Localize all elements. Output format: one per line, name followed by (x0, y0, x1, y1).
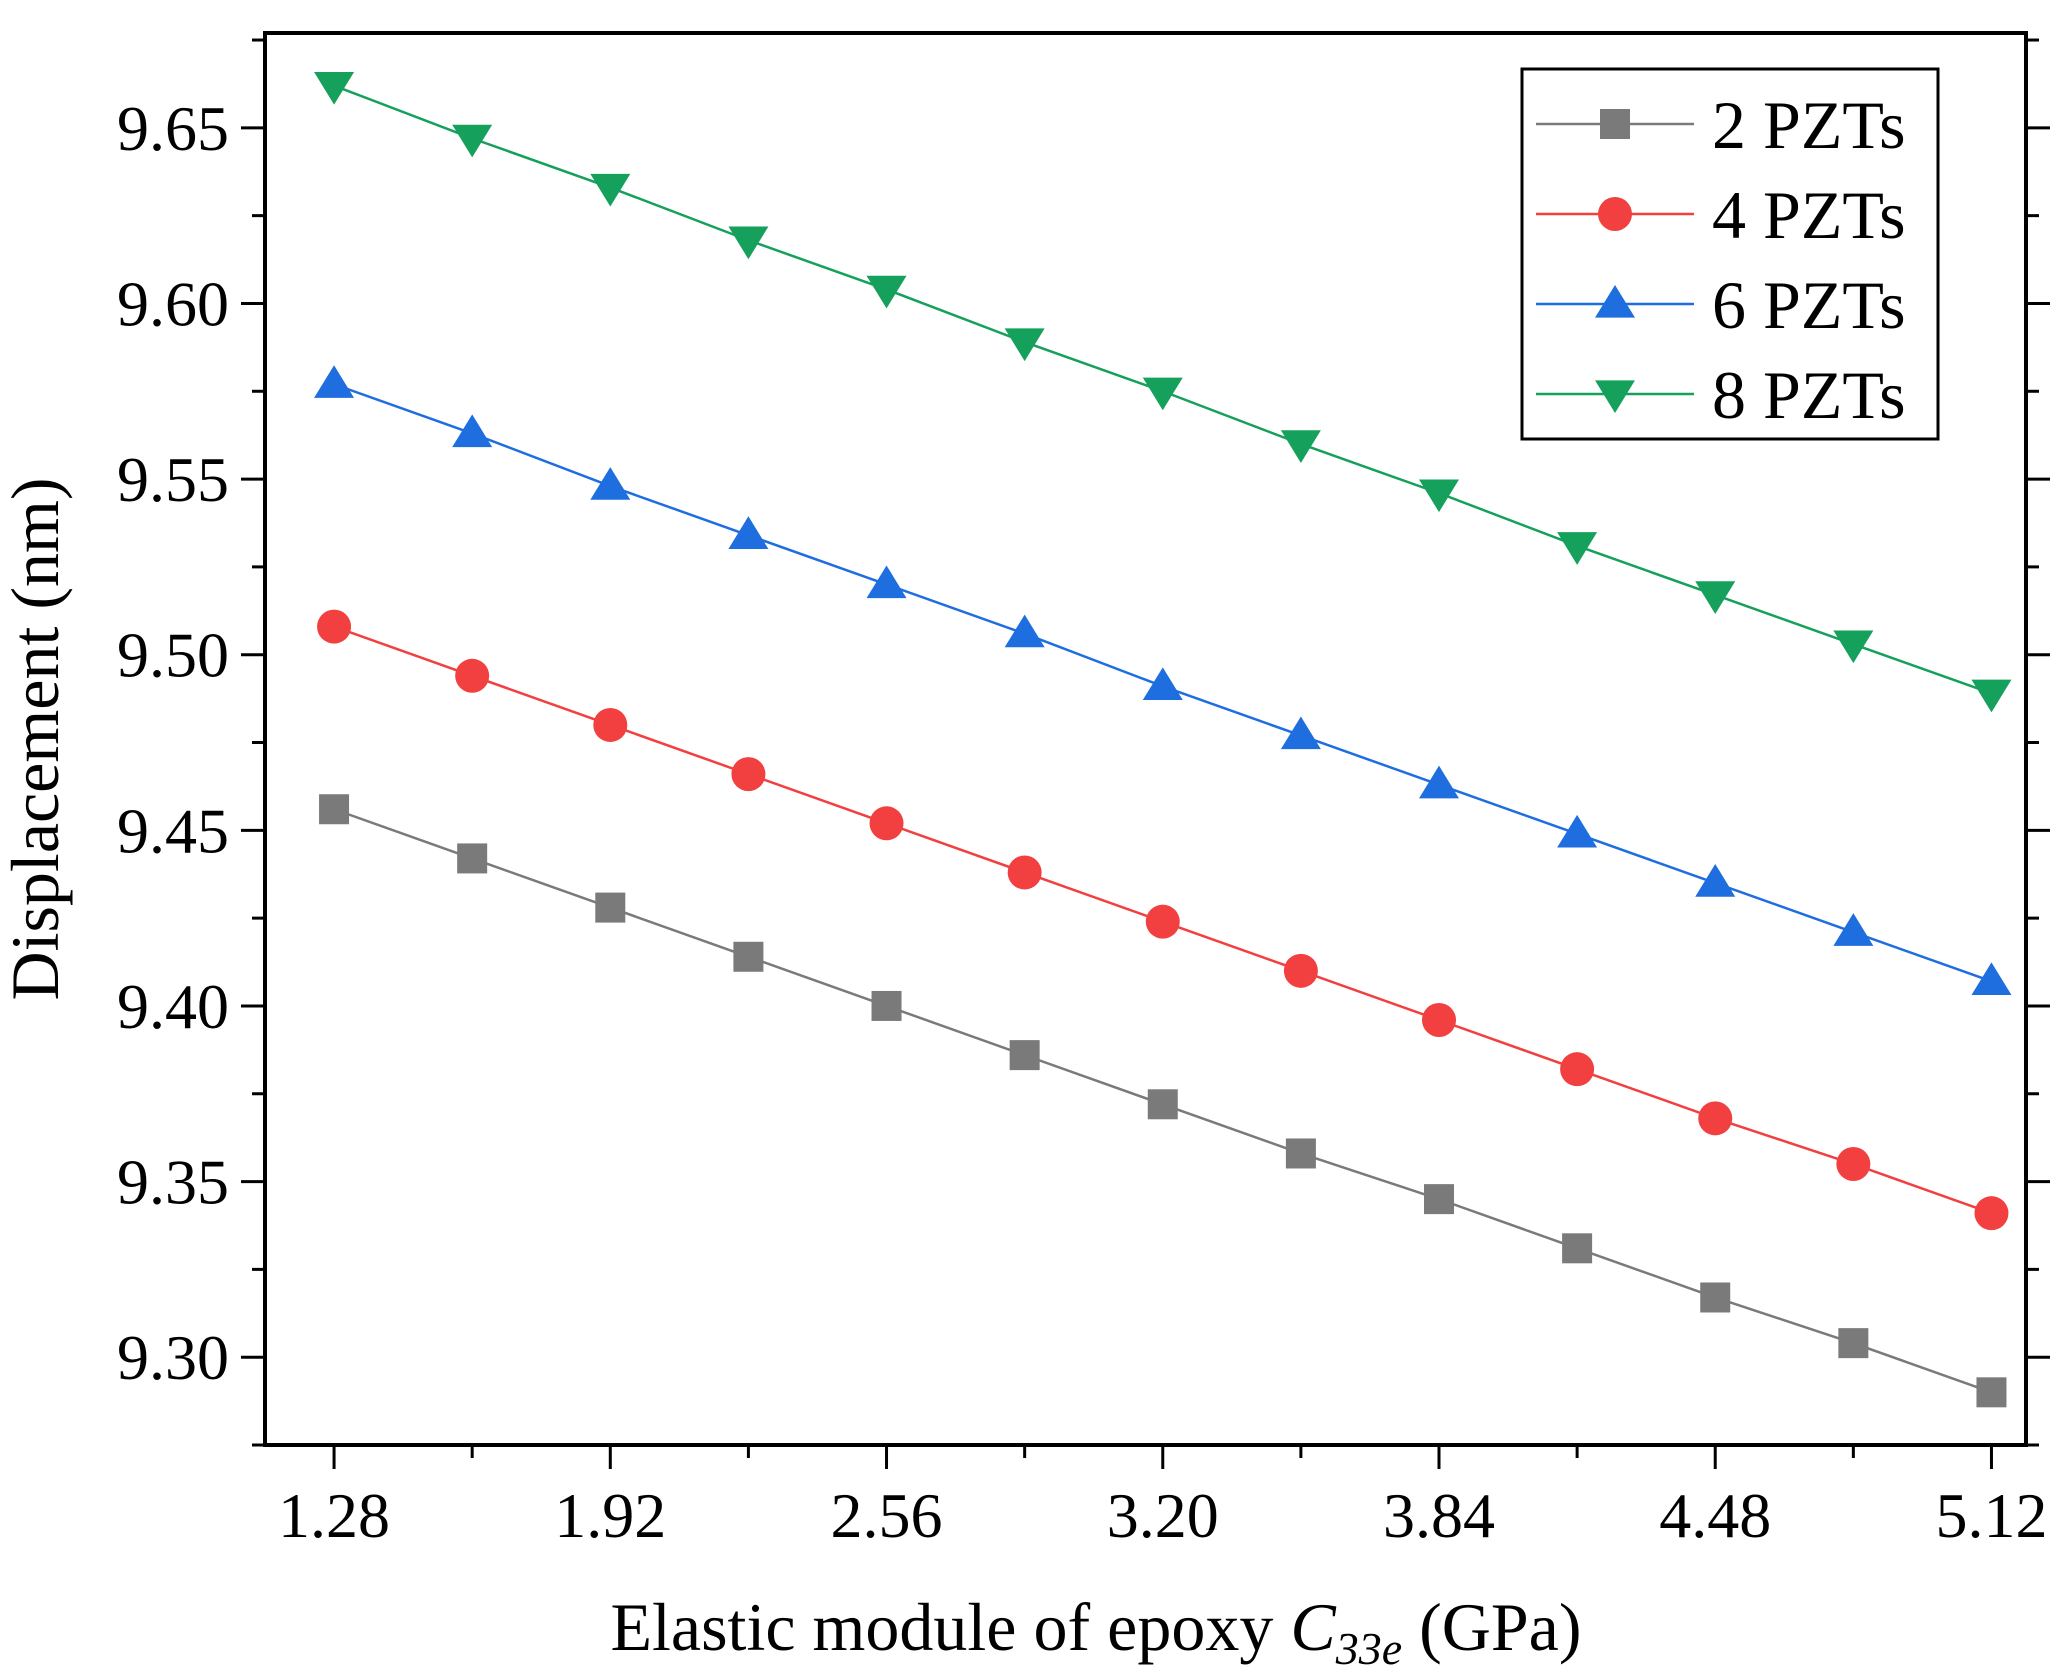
y-tick-label: 9.55 (117, 444, 229, 515)
data-point (590, 467, 631, 500)
y-tick-label: 9.40 (117, 971, 229, 1042)
legend-marker (1595, 285, 1635, 318)
tick-labels: 1.28 1.92 2.56 3.20 3.84 4.48 5.12 9.30 9.35 9.40… (117, 93, 2047, 1551)
legend-marker (1595, 380, 1635, 413)
data-point (1700, 1282, 1731, 1313)
y-tick-label: 9.65 (117, 93, 229, 164)
data-point (314, 365, 355, 398)
data-point (593, 707, 628, 742)
data-point (1419, 765, 1459, 799)
data-point (1009, 1040, 1040, 1071)
y-tick-label: 9.60 (117, 268, 229, 339)
data-point (1557, 532, 1598, 565)
data-point (595, 892, 626, 923)
data-point (1419, 479, 1459, 513)
data-point (1695, 864, 1736, 897)
data-point (1004, 614, 1045, 648)
data-point (866, 565, 907, 599)
legend-label: 8 PZTs (1712, 357, 1906, 433)
data-point (728, 516, 769, 549)
data-point (1971, 679, 2012, 713)
y-tick-label: 9.50 (117, 620, 229, 691)
series-4-pzts (317, 609, 2009, 1231)
legend-marker (1600, 109, 1630, 139)
series-6-pzts (314, 365, 2012, 996)
x-tick-label: 3.20 (1107, 1480, 1219, 1551)
data-point (1836, 1147, 1871, 1182)
data-point (1004, 328, 1045, 362)
y-tick-label: 9.30 (117, 1322, 229, 1393)
x-tick-label: 4.48 (1659, 1480, 1771, 1551)
x-axis-title-prefix: Elastic module of epoxy (610, 1589, 1290, 1665)
axis-ticks (241, 38, 2050, 1469)
x-tick-label: 2.56 (831, 1480, 943, 1551)
data-point (1145, 904, 1180, 939)
data-point (1422, 1002, 1456, 1037)
data-point (1833, 630, 1874, 664)
legend: 2 PZTs 4 PZTs 6 PZTs 8 PZTs (1520, 67, 1940, 441)
data-point (869, 806, 904, 841)
data-point (1976, 1377, 2007, 1408)
y-tick-label: 9.35 (117, 1147, 229, 1218)
data-point (1280, 430, 1321, 463)
data-point (1974, 1196, 2009, 1231)
legend-label: 2 PZTs (1712, 87, 1906, 163)
data-point (733, 941, 764, 972)
legend-label: 4 PZTs (1712, 177, 1906, 253)
data-point (319, 794, 350, 825)
data-point (1142, 377, 1183, 411)
data-point (1285, 1138, 1316, 1169)
series-8-pzts (314, 72, 2012, 713)
data-point (731, 757, 766, 792)
x-axis-title-suffix: (GPa) (1402, 1589, 1581, 1665)
data-point (317, 609, 352, 644)
data-point (1833, 913, 1874, 946)
data-point (314, 72, 355, 105)
data-point (452, 124, 493, 158)
data-point (1007, 855, 1042, 890)
data-point (452, 414, 493, 448)
x-tick-label: 1.28 (278, 1480, 390, 1551)
data-point (1557, 814, 1598, 848)
x-tick-label: 1.92 (554, 1480, 666, 1551)
legend-entry: 6 PZTs (1536, 267, 1906, 343)
data-point (1424, 1184, 1454, 1215)
legend-marker (1598, 197, 1632, 231)
x-axis-title-symbol: C (1290, 1589, 1336, 1665)
legend-entry: 8 PZTs (1536, 357, 1906, 433)
data-point (1695, 581, 1736, 614)
x-axis-title-subscript: 33e (1335, 1623, 1402, 1674)
legend-box (1520, 67, 1940, 441)
legend-entry: 2 PZTs (1536, 87, 1906, 163)
data-point (1560, 1052, 1595, 1087)
series-2-pzts (319, 794, 2007, 1408)
data-point (455, 658, 490, 693)
plot-frame (263, 31, 2028, 1447)
data-point (1280, 716, 1321, 750)
data-point (457, 843, 488, 874)
data-point (871, 990, 902, 1021)
data-point (866, 275, 907, 309)
x-axis-title: Elastic module of epoxy C33e (GPa) (610, 1589, 1581, 1674)
data-point (590, 173, 631, 207)
legend-label: 6 PZTs (1712, 267, 1906, 343)
x-tick-label: 5.12 (1935, 1480, 2047, 1551)
y-axis-title: Displacement (nm) (0, 477, 73, 1000)
x-tick-label: 3.84 (1383, 1480, 1495, 1551)
data-point (728, 226, 769, 260)
data-point (1142, 667, 1183, 700)
data-point (1283, 953, 1318, 988)
series-layer (314, 72, 2012, 1408)
data-point (1147, 1089, 1178, 1120)
y-tick-label: 9.45 (117, 795, 229, 866)
data-point (1838, 1328, 1869, 1359)
data-point (1698, 1101, 1733, 1136)
data-point (1971, 962, 2012, 996)
data-point (1562, 1233, 1593, 1264)
legend-entry: 4 PZTs (1536, 177, 1906, 253)
